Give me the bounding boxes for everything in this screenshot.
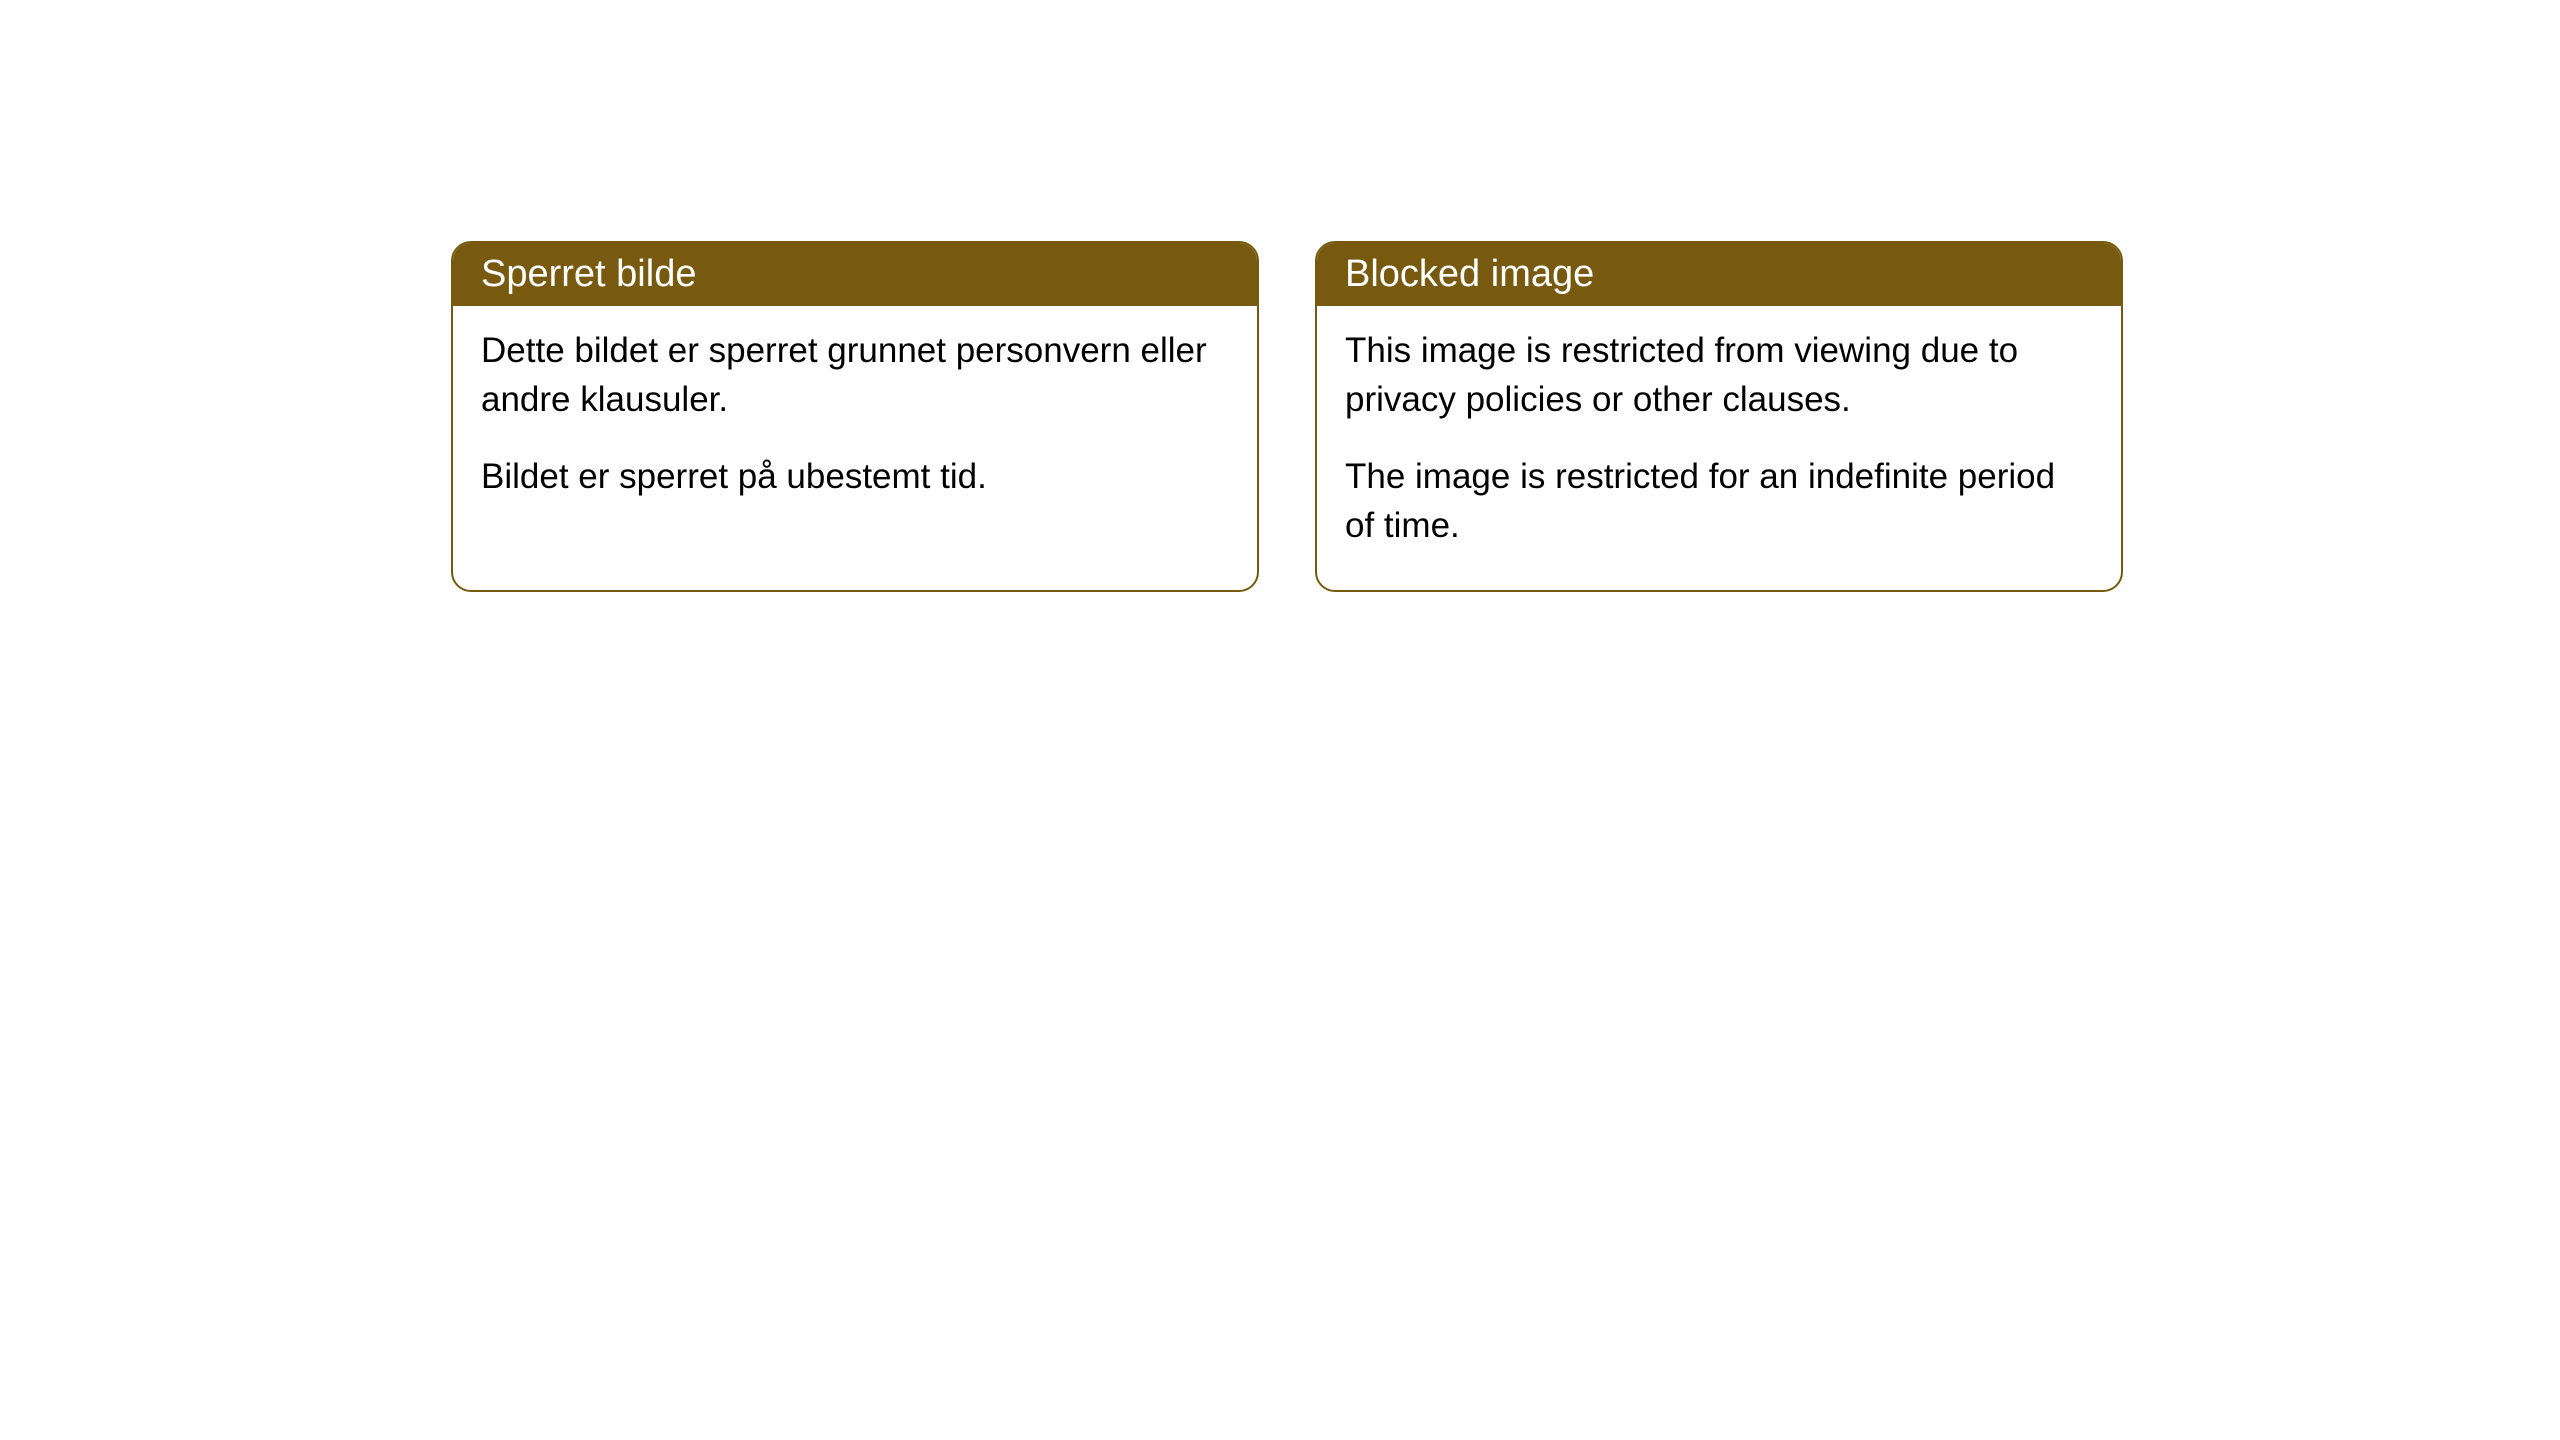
card-body-english: This image is restricted from viewing du…: [1317, 306, 2121, 590]
card-header-english: Blocked image: [1317, 243, 2121, 306]
notice-card-norwegian: Sperret bilde Dette bildet er sperret gr…: [451, 241, 1259, 592]
notice-card-english: Blocked image This image is restricted f…: [1315, 241, 2123, 592]
card-body-norwegian: Dette bildet er sperret grunnet personve…: [453, 306, 1257, 541]
notice-container: Sperret bilde Dette bildet er sperret gr…: [0, 0, 2560, 592]
card-header-norwegian: Sperret bilde: [453, 243, 1257, 306]
card-paragraph: Dette bildet er sperret grunnet personve…: [481, 326, 1229, 424]
card-paragraph: The image is restricted for an indefinit…: [1345, 452, 2093, 550]
card-paragraph: Bildet er sperret på ubestemt tid.: [481, 452, 1229, 501]
card-paragraph: This image is restricted from viewing du…: [1345, 326, 2093, 424]
